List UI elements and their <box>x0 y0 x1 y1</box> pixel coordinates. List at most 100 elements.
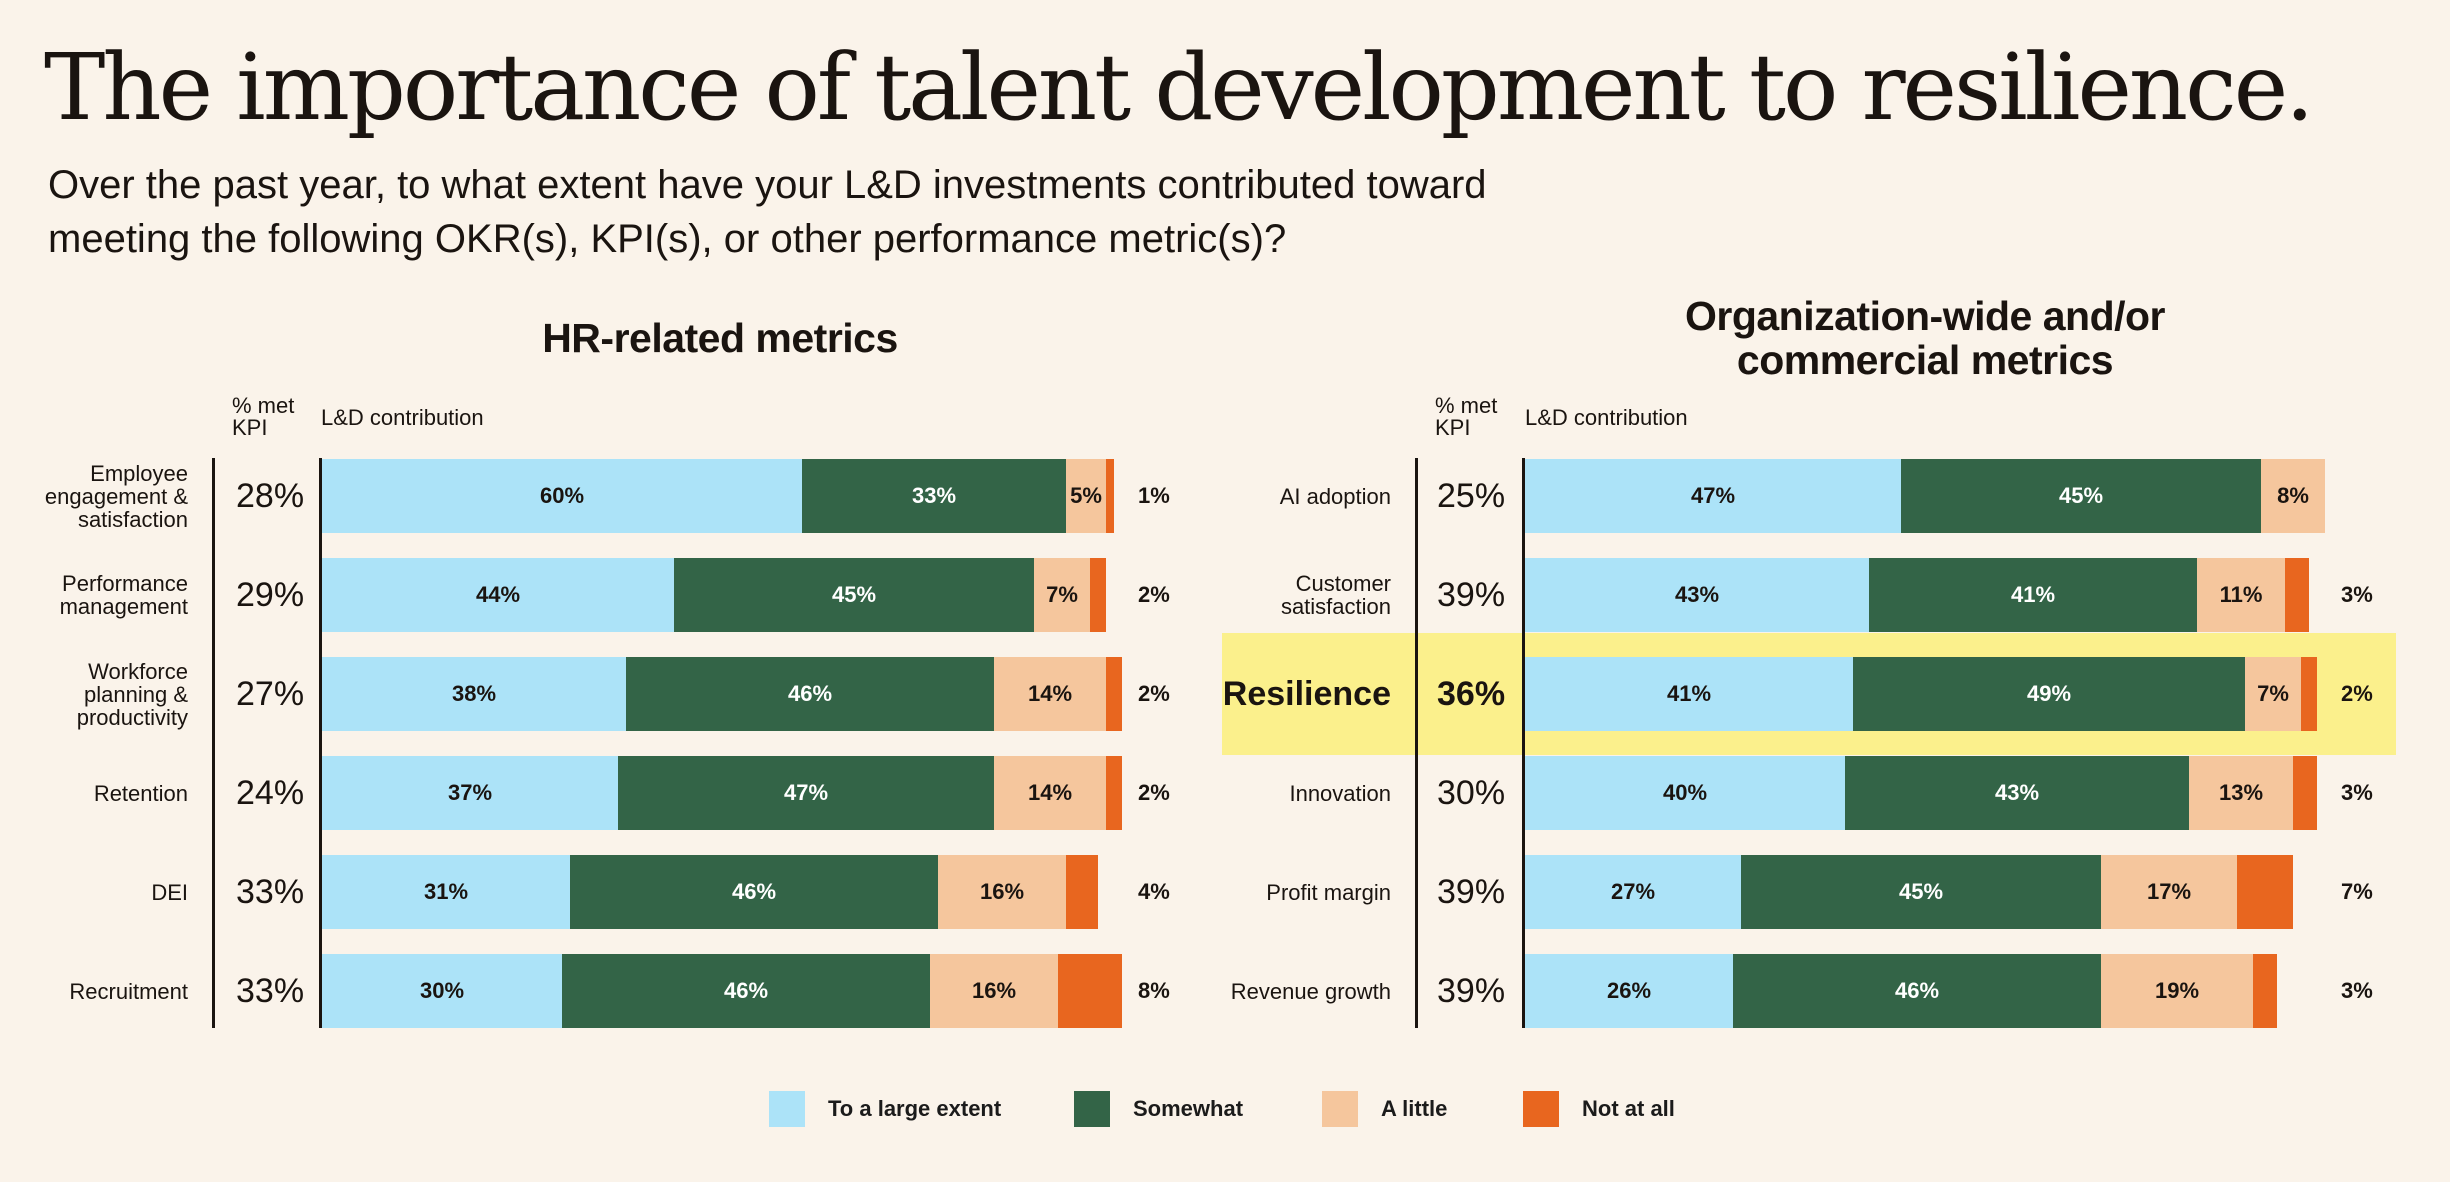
org-kpi-resilience: 36% <box>1437 675 1506 713</box>
org-segment-somewhat-ai-adoption: 45% <box>1901 459 2261 533</box>
hr-kpi-dei: 33% <box>236 873 305 911</box>
hr-segment-little-performance-management: 7% <box>1034 558 1090 632</box>
org-bar-revenue-growth: 26% 46% 19% <box>1525 954 2277 1028</box>
hr-segment-none-performance-management <box>1090 558 1106 632</box>
hr-segment-little-dei: 16% <box>938 855 1066 929</box>
hr-segment-somewhat-performance-management: 45% <box>674 558 1034 632</box>
org-segment-somewhat-revenue-growth: 46% <box>1733 954 2101 1028</box>
org-not-at-all-label-profit-margin: 7% <box>2341 879 2373 904</box>
org-segment-none-innovation <box>2293 756 2317 830</box>
org-segment-somewhat-customer-satisfaction: 41% <box>1869 558 2197 632</box>
org-row-label-ai-adoption: AI adoption <box>1279 483 1391 509</box>
org-row-label-customer-satisfaction: Customer satisfaction <box>1280 571 1391 619</box>
org-not-at-all-label-resilience: 2% <box>2341 681 2373 706</box>
hr-bar-workforce-planning-productivity: 38% 46% 14% <box>322 657 1122 731</box>
hr-not-at-all-label-recruitment: 8% <box>1138 978 1170 1003</box>
org-bar-innovation: 40% 43% 13% <box>1525 756 2317 830</box>
org-kpi-header: % met KPI <box>1435 393 1498 440</box>
org-segment-none-resilience <box>2301 657 2317 731</box>
hr-segment-little-recruitment: 16% <box>930 954 1058 1028</box>
org-bar-ai-adoption: 47% 45% 8% <box>1525 459 2325 533</box>
hr-bar-employee-engagement-satisfaction: 60% 33% 5% <box>322 459 1114 533</box>
org-row-label-revenue-growth: Revenue growth <box>1230 978 1391 1004</box>
org-segment-little-revenue-growth: 19% <box>2101 954 2253 1028</box>
org-bar-profit-margin: 27% 45% 17% <box>1525 855 2293 929</box>
org-bar-customer-satisfaction: 43% 41% 11% <box>1525 558 2309 632</box>
hr-not-at-all-label-employee-engagement-satisfaction: 1% <box>1138 483 1170 508</box>
org-segment-little-profit-margin: 17% <box>2101 855 2237 929</box>
hr-bar-performance-management: 44% 45% 7% <box>322 558 1106 632</box>
legend-label-little: A little <box>1381 1096 1448 1121</box>
org-segment-large-innovation: 40% <box>1525 756 1845 830</box>
org-kpi-ai-adoption: 25% <box>1437 477 1506 515</box>
hr-segment-large-performance-management: 44% <box>322 558 674 632</box>
org-bar-resilience: 41% 49% 7% <box>1525 657 2317 731</box>
legend-label-somewhat: Somewhat <box>1133 1096 1244 1121</box>
legend-swatch-somewhat <box>1074 1091 1110 1127</box>
hr-segment-somewhat-retention: 47% <box>618 756 994 830</box>
hr-row-label-recruitment: Recruitment <box>69 978 188 1004</box>
hr-segment-none-recruitment <box>1058 954 1122 1028</box>
org-segment-large-customer-satisfaction: 43% <box>1525 558 1869 632</box>
hr-segment-none-retention <box>1106 756 1122 830</box>
hr-segment-little-workforce-planning-productivity: 14% <box>994 657 1106 731</box>
hr-segment-large-recruitment: 30% <box>322 954 562 1028</box>
hr-kpi-workforce-planning-productivity: 27% <box>236 675 305 713</box>
hr-not-at-all-label-retention: 2% <box>1138 780 1170 805</box>
hr-panel-title: HR-related metrics <box>542 315 898 361</box>
hr-row-label-workforce-planning-productivity: Workforce planning & productivity <box>76 658 188 730</box>
hr-row-label-employee-engagement-satisfaction: Employee engagement & satisfaction <box>44 460 188 532</box>
hr-row-label-performance-management: Performance management <box>59 571 188 619</box>
org-row-label-resilience: Resilience <box>1222 674 1391 713</box>
org-segment-somewhat-innovation: 43% <box>1845 756 2189 830</box>
hr-segment-little-employee-engagement-satisfaction: 5% <box>1066 459 1106 533</box>
hr-bar-dei: 31% 46% 16% <box>322 855 1098 929</box>
org-kpi-axis-line <box>1415 458 1418 1028</box>
legend-label-none: Not at all <box>1582 1096 1675 1121</box>
org-kpi-revenue-growth: 39% <box>1437 972 1506 1010</box>
org-row-label-profit-margin: Profit margin <box>1266 879 1391 905</box>
org-panel-title: Organization-wide and/or commercial metr… <box>1684 293 2166 383</box>
legend-swatch-large <box>769 1091 805 1127</box>
org-segment-little-innovation: 13% <box>2189 756 2293 830</box>
hr-not-at-all-label-dei: 4% <box>1138 879 1170 904</box>
org-not-at-all-label-revenue-growth: 3% <box>2341 978 2373 1003</box>
hr-segment-large-retention: 37% <box>322 756 618 830</box>
hr-kpi-employee-engagement-satisfaction: 28% <box>236 477 305 515</box>
org-segment-somewhat-profit-margin: 45% <box>1741 855 2101 929</box>
org-segment-large-profit-margin: 27% <box>1525 855 1741 929</box>
page-title: The importance of talent development to … <box>44 34 2314 141</box>
org-segment-large-revenue-growth: 26% <box>1525 954 1733 1028</box>
org-segment-none-customer-satisfaction <box>2285 558 2309 632</box>
org-segment-little-ai-adoption: 8% <box>2261 459 2325 533</box>
org-contribution-header: L&D contribution <box>1525 405 1688 430</box>
hr-not-at-all-label-performance-management: 2% <box>1138 582 1170 607</box>
hr-kpi-axis-line <box>212 458 215 1028</box>
org-not-at-all-label-customer-satisfaction: 3% <box>2341 582 2373 607</box>
page-subtitle: Over the past year, to what extent have … <box>48 163 1487 261</box>
hr-segment-little-retention: 14% <box>994 756 1106 830</box>
hr-segment-none-dei <box>1066 855 1098 929</box>
org-segment-somewhat-resilience: 49% <box>1853 657 2245 731</box>
hr-segment-none-workforce-planning-productivity <box>1106 657 1122 731</box>
hr-row-label-dei: DEI <box>151 879 188 905</box>
org-kpi-customer-satisfaction: 39% <box>1437 576 1506 614</box>
hr-segment-somewhat-recruitment: 46% <box>562 954 930 1028</box>
hr-not-at-all-label-workforce-planning-productivity: 2% <box>1138 681 1170 706</box>
org-segment-none-profit-margin <box>2237 855 2293 929</box>
hr-segment-somewhat-workforce-planning-productivity: 46% <box>626 657 994 731</box>
legend-swatch-none <box>1523 1091 1559 1127</box>
hr-row-label-retention: Retention <box>93 780 188 806</box>
hr-contribution-header: L&D contribution <box>321 405 484 430</box>
hr-kpi-recruitment: 33% <box>236 972 305 1010</box>
org-bar-axis-line <box>1522 458 1525 1028</box>
hr-segment-somewhat-employee-engagement-satisfaction: 33% <box>802 459 1066 533</box>
legend-label-large: To a large extent <box>828 1096 1002 1121</box>
org-kpi-innovation: 30% <box>1437 774 1506 812</box>
org-row-label-innovation: Innovation <box>1289 780 1391 806</box>
hr-kpi-performance-management: 29% <box>236 576 305 614</box>
hr-kpi-retention: 24% <box>236 774 305 812</box>
hr-bar-axis-line <box>319 458 322 1028</box>
hr-segment-large-employee-engagement-satisfaction: 60% <box>322 459 802 533</box>
hr-segment-large-workforce-planning-productivity: 38% <box>322 657 626 731</box>
